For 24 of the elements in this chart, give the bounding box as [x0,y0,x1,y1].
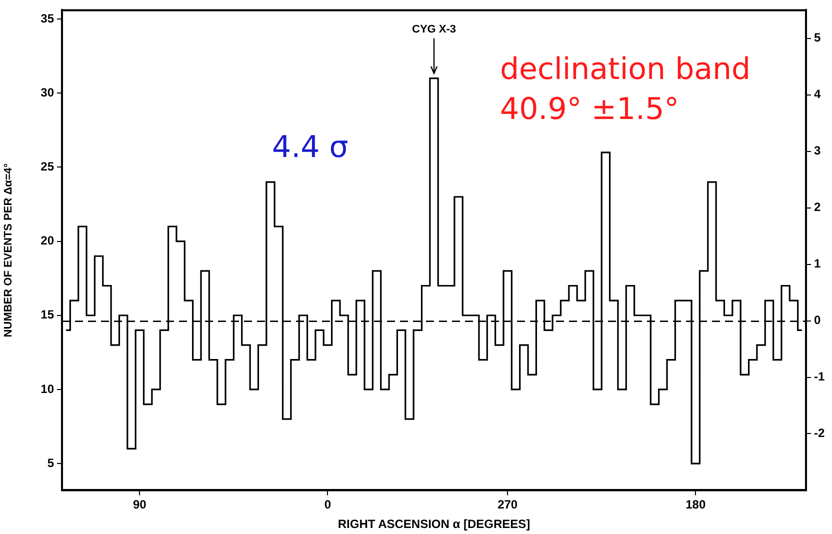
y2-tick-label: -2 [814,426,825,440]
y-tick-label: 10 [40,382,54,396]
annotation: 4.4 σ [272,129,350,167]
y2-tick-label: 3 [814,144,821,158]
annotation: CYG X-3 [412,23,456,36]
y2-tick-label: -1 [814,370,825,384]
y2-tick-label: 2 [814,200,821,214]
y2-tick-label: 4 [814,87,821,102]
y2-tick-label: 1 [814,256,821,271]
y-tick-label: 20 [40,234,54,248]
x-tick-label: 180 [686,498,706,512]
y2-tick-label: 5 [814,30,821,45]
x-tick-label: 90 [132,498,147,512]
y-tick-label: 15 [40,308,54,322]
y-tick-label: 35 [40,11,54,26]
x-axis-title: RIGHT ASCENSION α [DEGREES] [338,517,530,532]
y-axis-title: NUMBER OF EVENTS PER Δα=4° [2,163,15,338]
y-tick-label: 5 [47,456,54,470]
x-tick-label: 0 [324,498,332,512]
y2-tick-label: 0 [814,313,821,328]
x-tick-label: 270 [498,498,518,512]
annotation: declination band 40.9° ±1.5° [500,51,752,129]
y-tick-label: 25 [40,160,54,174]
y-tick-label: 30 [40,85,54,100]
